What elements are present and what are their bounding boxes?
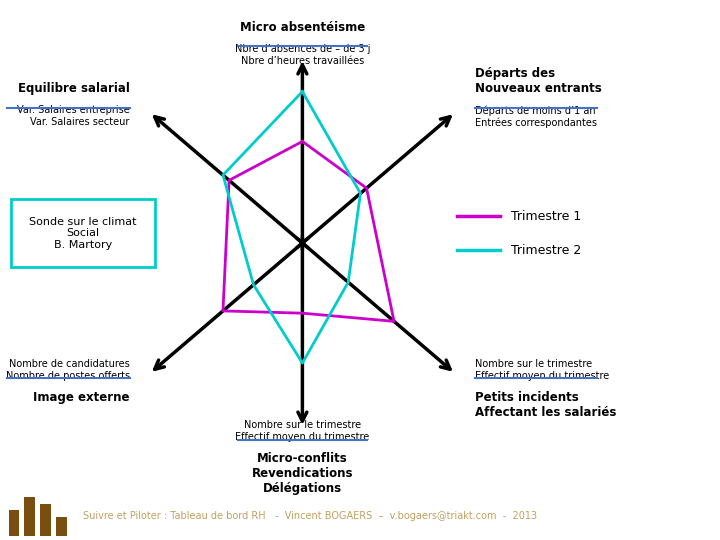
Text: Petits incidents
Affectant les salariés: Petits incidents Affectant les salariés bbox=[475, 390, 616, 418]
Text: Nbre d’absences de – de 3 j
Nbre d’heures travaillées: Nbre d’absences de – de 3 j Nbre d’heure… bbox=[235, 44, 370, 66]
Text: Var. Salaires entreprise
Var. Salaires secteur: Var. Salaires entreprise Var. Salaires s… bbox=[17, 105, 130, 127]
Text: Départs de moins d’1 an
Entrées correspondantes: Départs de moins d’1 an Entrées correspo… bbox=[475, 105, 597, 128]
Text: Suivre et Piloter : Tableau de bord RH   -  Vincent BOGAERS  –  v.bogaers@triakt: Suivre et Piloter : Tableau de bord RH -… bbox=[83, 511, 537, 521]
Text: Trimestre 1: Trimestre 1 bbox=[511, 210, 582, 223]
Text: Nombre sur le trimestre
Effectif moyen du trimestre: Nombre sur le trimestre Effectif moyen d… bbox=[235, 420, 369, 442]
Text: Trimestre 2: Trimestre 2 bbox=[511, 244, 582, 257]
Bar bbox=[24, 497, 35, 536]
Bar bbox=[9, 510, 19, 536]
Text: Micro absentéisme: Micro absentéisme bbox=[240, 21, 365, 35]
Text: Micro-conflits
Revendications
Délégations: Micro-conflits Revendications Délégation… bbox=[252, 451, 353, 495]
Text: Nombre sur le trimestre
Effectif moyen du trimestre: Nombre sur le trimestre Effectif moyen d… bbox=[475, 359, 609, 381]
Text: Départs des
Nouveaux entrants: Départs des Nouveaux entrants bbox=[475, 68, 602, 96]
Bar bbox=[56, 517, 67, 536]
Text: Equilibre salarial: Equilibre salarial bbox=[18, 83, 130, 96]
Text: Image externe: Image externe bbox=[33, 390, 130, 403]
Bar bbox=[40, 503, 51, 536]
FancyBboxPatch shape bbox=[11, 199, 155, 267]
Text: Sonde sur le climat
Social
B. Martory: Sonde sur le climat Social B. Martory bbox=[29, 217, 137, 250]
Text: Nombre de candidatures
Nombre de postes offerts: Nombre de candidatures Nombre de postes … bbox=[6, 359, 130, 381]
